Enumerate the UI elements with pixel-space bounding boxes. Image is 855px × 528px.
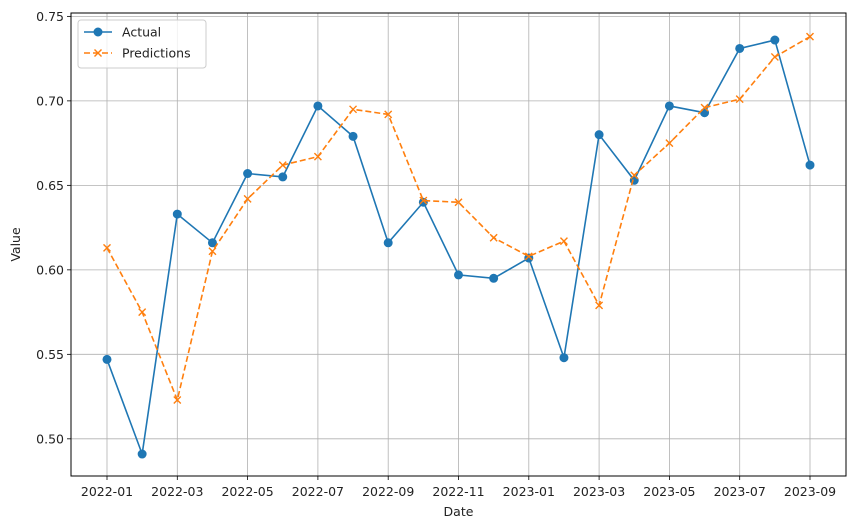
x-marker-stroke	[489, 233, 498, 242]
x-marker-stroke	[524, 252, 533, 261]
x-marker-stroke	[243, 194, 252, 203]
x-tick-label: 2023-07	[714, 484, 766, 499]
x-marker-stroke	[770, 52, 779, 61]
point-predictions	[454, 198, 463, 207]
x-marker-stroke	[208, 247, 217, 256]
legend-label: Actual	[122, 25, 161, 40]
y-axis-label: Value	[8, 227, 23, 262]
grid	[71, 13, 846, 476]
point-actual	[313, 101, 323, 111]
point-actual	[735, 43, 745, 53]
point-predictions	[595, 301, 604, 310]
point-predictions	[103, 243, 111, 252]
x-marker-stroke	[138, 308, 147, 317]
y-tick-label: 0.70	[36, 93, 64, 108]
x-tick-label: 2022-11	[432, 484, 484, 499]
point-predictions	[665, 139, 674, 148]
point-actual	[770, 35, 780, 45]
point-predictions	[243, 194, 252, 203]
x-tick-label: 2022-05	[221, 484, 273, 499]
point-actual	[172, 209, 182, 219]
point-actual	[559, 353, 569, 363]
point-predictions	[630, 171, 639, 180]
point-predictions	[700, 103, 709, 112]
point-predictions	[735, 95, 744, 104]
point-predictions	[313, 152, 322, 161]
series-line-predictions	[106, 35, 811, 403]
point-actual	[93, 27, 103, 37]
legend-label: Predictions	[122, 46, 191, 61]
y-tick-label: 0.60	[36, 262, 64, 277]
y-tick-label: 0.50	[36, 431, 64, 446]
series-actual	[102, 35, 815, 459]
series-predictions	[103, 32, 814, 404]
point-actual	[418, 197, 428, 207]
point-predictions	[349, 105, 358, 114]
point-actual	[383, 238, 393, 248]
point-actual	[102, 354, 112, 364]
point-actual	[278, 172, 288, 182]
ticks: 2022-01 2022-03 2022-05 2022-07 2022-09 2022-…	[36, 9, 836, 499]
point-predictions	[524, 252, 533, 261]
x-marker-stroke	[313, 152, 322, 161]
x-marker-stroke	[94, 49, 102, 57]
y-tick-label: 0.55	[36, 347, 64, 362]
x-marker-stroke	[559, 237, 568, 246]
point-predictions	[419, 196, 428, 205]
x-tick-label: 2023-03	[573, 484, 625, 499]
x-marker-stroke	[665, 139, 674, 148]
x-marker-stroke	[630, 171, 639, 180]
x-marker-stroke	[173, 395, 182, 404]
x-marker-stroke	[454, 198, 463, 207]
point-actual	[594, 130, 604, 140]
point-actual	[137, 449, 147, 459]
y-tick-label: 0.75	[36, 9, 64, 24]
point-predictions	[94, 49, 102, 57]
point-predictions	[173, 395, 182, 404]
x-tick-label: 2023-09	[784, 484, 836, 499]
point-actual	[454, 270, 463, 280]
x-marker-stroke	[419, 196, 428, 205]
x-marker-stroke	[278, 161, 287, 170]
x-axis-label: Date	[444, 504, 474, 519]
series-layer	[102, 32, 815, 459]
legend: Actual Predictions	[77, 19, 207, 69]
point-actual	[243, 169, 253, 179]
point-actual	[207, 238, 217, 248]
point-predictions	[278, 161, 287, 170]
x-marker-stroke	[349, 105, 358, 114]
point-predictions	[208, 247, 217, 256]
legend-item-predictions: Predictions	[84, 46, 191, 61]
point-predictions	[770, 52, 779, 61]
point-actual	[664, 101, 674, 111]
point-predictions	[489, 233, 498, 242]
x-marker-stroke	[595, 301, 604, 310]
x-tick-label: 2022-01	[81, 484, 133, 499]
x-marker-stroke	[700, 103, 709, 112]
x-marker-stroke	[103, 243, 111, 252]
x-tick-label: 2022-09	[362, 484, 414, 499]
y-tick-label: 0.65	[36, 178, 64, 193]
x-tick-label: 2022-07	[292, 484, 344, 499]
point-actual	[489, 273, 499, 283]
x-tick-label: 2022-03	[151, 484, 203, 499]
point-predictions	[806, 32, 814, 41]
point-predictions	[559, 237, 568, 246]
x-tick-label: 2023-01	[503, 484, 555, 499]
x-tick-label: 2023-05	[643, 484, 695, 499]
legend-item-actual: Actual	[84, 25, 161, 40]
point-actual	[348, 131, 358, 141]
x-marker-stroke	[806, 32, 814, 41]
point-actual	[805, 160, 815, 170]
x-marker-stroke	[384, 110, 393, 119]
x-marker-stroke	[735, 95, 744, 104]
point-predictions	[138, 308, 147, 317]
point-predictions	[384, 110, 393, 119]
